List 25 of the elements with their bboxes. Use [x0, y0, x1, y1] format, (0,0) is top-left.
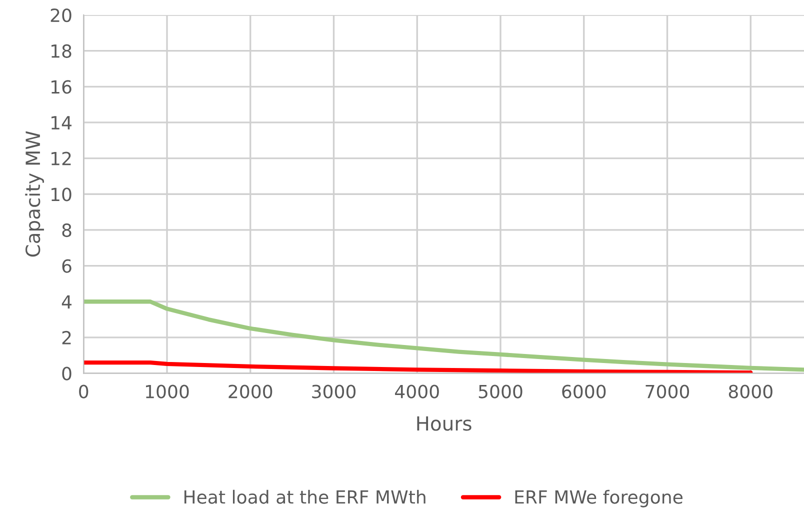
x-axis-title: Hours	[417, 416, 472, 431]
y-tick-label: 8	[62, 223, 72, 238]
y-tick-label: 2	[62, 330, 71, 344]
legend-label: Heat load at the ERF MWth	[184, 490, 426, 504]
y-tick-label: 20	[50, 8, 72, 22]
x-tick-label: 0	[79, 384, 88, 398]
y-tick-label: 16	[52, 80, 72, 94]
x-tick-label: 8000	[728, 384, 772, 398]
x-tick-label: 7000	[646, 384, 690, 398]
x-tick-label: 6000	[562, 384, 606, 398]
y-axis-title: Capacity MW	[25, 131, 44, 257]
x-tick-label: 2000	[228, 384, 272, 398]
x-tick-label: 3000	[312, 384, 356, 398]
line-series	[84, 360, 753, 374]
y-tick-label: 14	[52, 116, 72, 130]
x-tick-label: 1000	[146, 384, 189, 398]
y-tick-label: 12	[52, 152, 71, 166]
y-tick-label: 0	[62, 366, 72, 380]
y-tick-label: 6	[62, 259, 72, 273]
x-tick-label: 4000	[395, 384, 439, 398]
legend-label: ERF MWe foregone	[515, 490, 682, 508]
y-tick-label: 18	[52, 44, 72, 58]
x-tick-label: 5000	[478, 384, 522, 398]
y-tick-label: 10	[52, 188, 72, 202]
y-tick-label: 4	[62, 295, 72, 308]
